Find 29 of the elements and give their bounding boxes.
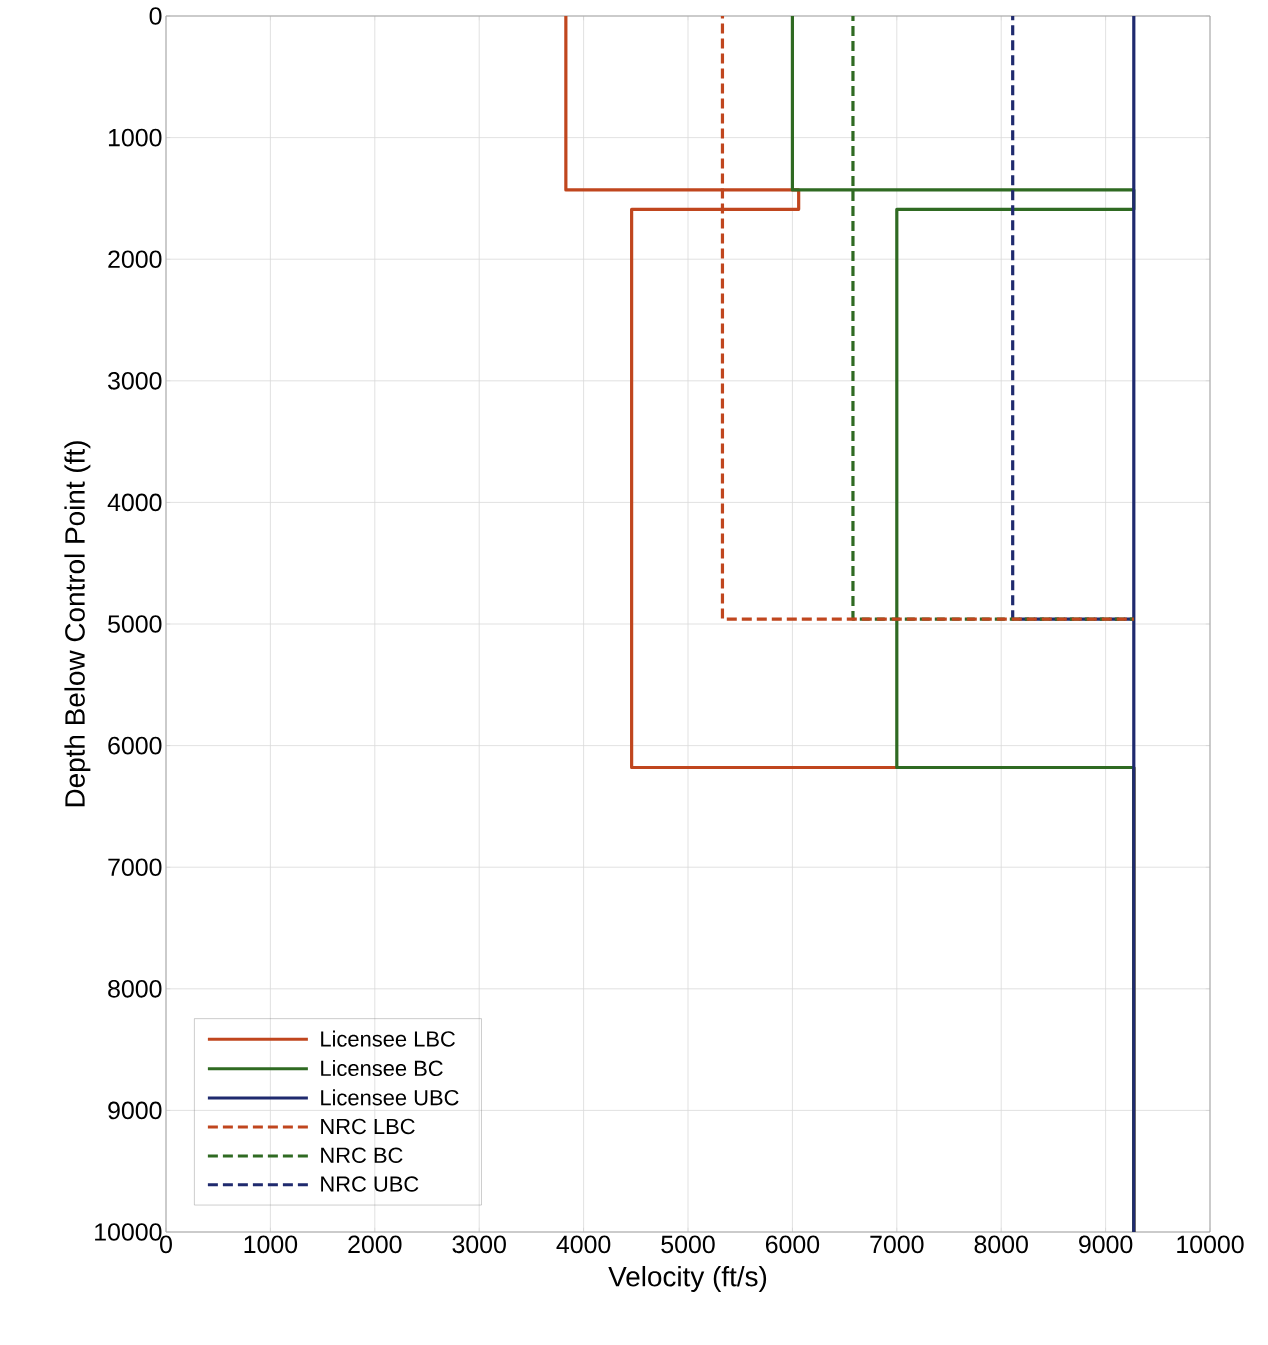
y-tick-label: 8000 (108, 980, 162, 998)
legend-label: Licensee BC (321, 1059, 443, 1077)
legend-label: Licensee UBC (321, 1089, 459, 1106)
x-tick-label: 10000 (1177, 1235, 1244, 1254)
y-tick-label: 7000 (108, 858, 162, 877)
y-tick-label: 9000 (108, 1101, 162, 1120)
y-tick-label: 4000 (107, 493, 162, 512)
legend-label: Licensee LBC (321, 1030, 455, 1047)
legend-label: NRC BC (321, 1147, 403, 1164)
y-tick-label: 5000 (108, 615, 162, 633)
y-tick-label: 2000 (108, 250, 162, 269)
y-tick-label: 6000 (108, 736, 162, 755)
x-tick-label: 3000 (452, 1235, 506, 1254)
legend-label: NRC UBC (321, 1176, 419, 1192)
legend-label: NRC LBC (321, 1118, 415, 1135)
x-axis-title: Velocity (ft/s) (608, 1266, 767, 1292)
y-tick-label: 10000 (95, 1223, 162, 1241)
y-tick-label: 0 (149, 7, 162, 25)
x-tick-label: 8000 (974, 1235, 1028, 1254)
x-tick-label: 7000 (870, 1235, 924, 1254)
x-tick-label: 5000 (661, 1235, 715, 1254)
x-tick-label: 4000 (556, 1235, 611, 1254)
y-axis-title: Depth Below Control Point (ft) (64, 441, 91, 807)
y-tick-label: 3000 (108, 371, 162, 390)
x-tick-label: 6000 (765, 1235, 820, 1254)
x-tick-label: 9000 (1079, 1235, 1133, 1254)
y-tick-label: 1000 (108, 128, 162, 147)
x-tick-label: 1000 (244, 1235, 298, 1254)
x-tick-label: 2000 (348, 1235, 402, 1254)
